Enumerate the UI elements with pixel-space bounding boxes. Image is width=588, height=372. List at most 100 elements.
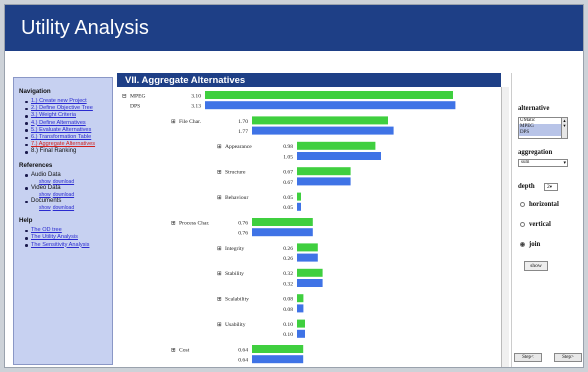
expand-icon[interactable]: ⊞ [217,322,222,328]
value-label: 0.64 [238,358,248,364]
nav-item[interactable]: 2.) Define Objective Tree [25,105,107,112]
bar [297,294,304,303]
sidebar: Navigation 1.) Create new Project 2.) Def… [13,77,113,365]
help-item[interactable]: The OD tree [25,227,107,234]
bar [252,228,313,237]
bar [252,345,304,353]
nav-link[interactable]: 5.) Evaluate Alternatives [31,126,92,133]
nav-link[interactable]: 8.) Final Ranking [31,148,77,155]
depth-select[interactable]: 2▾ [544,183,558,191]
value-label: 3.13 [191,104,201,110]
nav-item[interactable]: 7.) Aggregate Alternatives [25,141,107,148]
expand-icon[interactable]: ⊟ [122,93,127,99]
expand-icon[interactable]: ⊞ [217,144,222,150]
step-back-button[interactable]: Step< [514,353,542,362]
bar [297,304,304,313]
value-label: 0.26 [283,246,293,252]
show-button[interactable]: show [524,261,548,271]
value-label: 0.08 [283,297,293,303]
nav-link[interactable]: 4.) Define Alternatives [31,119,86,126]
expand-icon[interactable]: ⊞ [171,347,176,353]
expand-icon[interactable]: ⊞ [217,271,222,277]
expand-icon[interactable]: ⊞ [217,195,222,201]
vertical-label: vertical [529,221,551,228]
value-label: 0.32 [283,271,293,277]
reference-download-link[interactable]: download [52,192,75,199]
expand-icon[interactable]: ⊞ [217,246,222,252]
help-link[interactable]: The Sensitivity Analysis [31,241,90,248]
nav-item[interactable]: 5.) Evaluate Alternatives [25,127,107,134]
chevron-down-icon: ▾ [563,161,566,166]
listbox-scrollbar[interactable]: ▲ ▼ [562,117,568,139]
reference-label: Audio Data [31,171,61,178]
join-radio[interactable]: join [520,241,580,251]
bar [297,192,301,201]
nav-item[interactable]: 6.) Transformation Table [25,134,107,141]
reference-item: Documents show download [25,198,107,211]
reference-show-link[interactable]: show [39,192,51,199]
bar [297,319,305,328]
alternative-option[interactable]: MPEG [519,124,561,130]
value-label: 0.64 [238,347,248,353]
bar [205,91,453,99]
reference-show-link[interactable]: show [39,178,51,185]
help-item[interactable]: The Sensitivity Analysis [25,242,107,249]
navigation-list: 1.) Create new Project 2.) Define Objecti… [25,98,107,156]
value-label: 0.76 [238,231,248,237]
nav-item[interactable]: 8.) Final Ranking [25,148,107,155]
bar [297,202,301,211]
navigation-heading: Navigation [19,88,51,95]
nav-item[interactable]: 1.) Create new Project [25,98,107,105]
row-label: Integrity [225,246,244,252]
header-banner: Utility Analysis [5,5,583,51]
expand-icon[interactable]: ⊞ [217,170,222,176]
reference-label: Documents [31,198,62,205]
value-label: 0.10 [283,332,293,338]
bar [297,279,323,287]
bar [297,141,376,150]
row-label: Behaviour [225,195,248,201]
expand-icon[interactable]: ⊞ [171,220,176,226]
section-title: VII. Aggregate Alternatives [117,73,501,87]
vertical-scrollbar[interactable] [501,87,509,367]
expand-icon[interactable]: ⊞ [217,297,222,303]
vertical-radio[interactable]: vertical [520,221,580,231]
step-forward-button[interactable]: Step> [554,353,582,362]
expand-icon[interactable]: ⊞ [171,119,176,125]
alternative-listbox[interactable]: UMatic MPEG DPS [518,117,562,139]
aggregation-select[interactable]: sum ▾ [518,159,568,167]
nav-item[interactable]: 4.) Define Alternatives [25,120,107,127]
row-label: Structure [225,170,246,176]
value-label: 0.98 [283,144,293,150]
nav-link[interactable]: 6.) Transformation Table [31,134,92,141]
reference-links: show download [31,192,107,198]
horizontal-radio[interactable]: horizontal [520,201,580,211]
radio-icon [520,201,525,207]
nav-link[interactable]: 7.) Aggregate Alternatives [31,141,96,148]
reference-download-link[interactable]: download [52,178,75,185]
reference-download-link[interactable]: download [52,205,75,212]
help-item[interactable]: The Utility Analysis [25,234,107,241]
value-label: 0.10 [283,322,293,328]
value-label: 0.05 [283,195,293,201]
nav-link[interactable]: 2.) Define Objective Tree [31,105,93,112]
help-link[interactable]: The Utility Analysis [31,234,78,241]
help-link[interactable]: The OD tree [31,227,62,234]
value-label: 1.05 [283,154,293,160]
nav-link[interactable]: 1.) Create new Project [31,98,87,104]
references-heading: References [19,161,53,169]
alternative-option[interactable]: UMatic [520,118,536,123]
reference-item: Video Data show download [25,185,107,198]
bar [297,152,381,160]
value-label: 0.67 [283,170,293,176]
nav-item[interactable]: 3.) Weight Criteria [25,112,107,119]
references-list: Audio Data show download Video Data show down… [25,171,107,211]
bar [297,268,323,277]
horizontal-label: horizontal [529,201,559,208]
alternative-option[interactable]: DPS [519,130,561,136]
value-label: 0.05 [283,205,293,211]
bar [297,253,318,262]
nav-link[interactable]: 3.) Weight Criteria [31,112,76,119]
reference-show-link[interactable]: show [39,205,51,212]
